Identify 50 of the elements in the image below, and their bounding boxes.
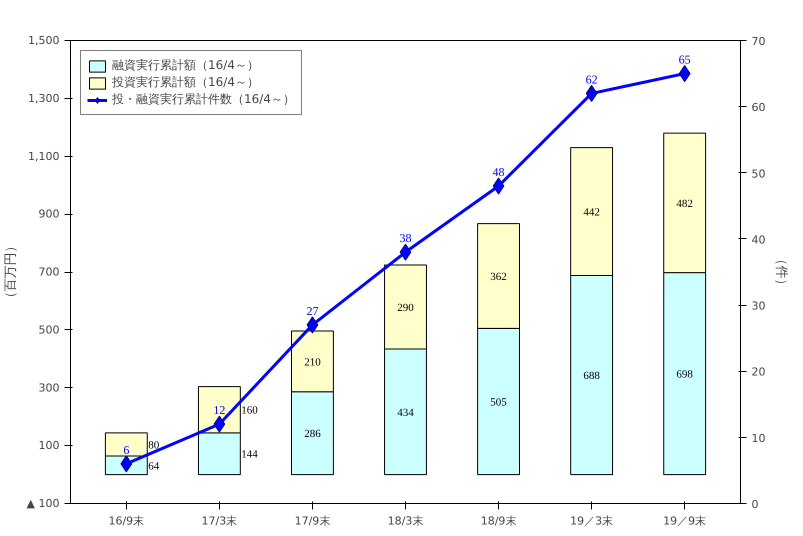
legend-label: 投資実行累計額（16/4～） <box>112 74 259 91</box>
x-tick-label: 17/3末 <box>202 514 238 528</box>
y2-tick-label: 0 <box>752 498 758 511</box>
data-label: 38 <box>400 231 412 246</box>
y2-axis-title: （件） <box>773 252 788 292</box>
x-tick-label: 19／3末 <box>570 514 614 528</box>
y2-tick-label: 40 <box>752 233 766 246</box>
y2-tick-label: 10 <box>752 432 766 445</box>
data-label: 48 <box>492 165 505 180</box>
legend-label: 投・融資実行累計件数（16/4～） <box>112 91 295 108</box>
data-label: 362 <box>490 271 507 284</box>
data-label: 286 <box>304 428 322 440</box>
data-label: 290 <box>397 302 414 314</box>
legend-label: 融資実行累計額（16/4～） <box>112 57 259 74</box>
data-label: 688 <box>583 370 600 382</box>
y-tick-label: 1,300 <box>28 92 60 105</box>
data-label: 62 <box>586 72 598 86</box>
data-label: 698 <box>676 368 694 381</box>
data-label: 65 <box>678 52 691 67</box>
data-label: 160 <box>241 404 258 417</box>
y-tick-label: 100 <box>38 439 60 452</box>
y2-tick-label: 50 <box>752 167 766 180</box>
y-tick-label: ▲ 100 <box>26 497 60 510</box>
data-label: 210 <box>304 356 322 368</box>
data-label: 64 <box>148 460 160 472</box>
data-label: 434 <box>397 406 414 419</box>
data-label: 505 <box>490 396 508 408</box>
y-tick-label: 900 <box>38 208 60 221</box>
x-tick-label: 16/9末 <box>108 514 144 528</box>
y-tick-label: 700 <box>38 266 60 278</box>
y2-tick-label: 20 <box>752 366 766 379</box>
x-tick-label: 18/9末 <box>480 514 516 528</box>
x-tick-label: 18/3末 <box>388 514 424 528</box>
y2-tick-label: 60 <box>752 101 766 114</box>
data-label: 27 <box>306 304 318 318</box>
x-tick-label: 19／9末 <box>663 514 706 528</box>
data-label: 482 <box>676 198 693 210</box>
data-label: 144 <box>241 448 258 461</box>
y-tick-label: 500 <box>38 323 60 336</box>
data-label: 442 <box>583 206 600 219</box>
x-tick-label: 17/9末 <box>294 514 330 528</box>
data-label: 12 <box>213 403 226 418</box>
y-tick-label: 300 <box>38 381 60 394</box>
y2-tick-label: 70 <box>752 35 766 48</box>
y-tick-label: 1,500 <box>28 34 60 47</box>
data-label: 6 <box>123 442 130 457</box>
y-axis-title: （百万円） <box>4 240 19 304</box>
y-tick-label: 1,100 <box>28 150 60 163</box>
y2-tick-label: 30 <box>752 300 766 313</box>
data-label: 80 <box>148 439 160 452</box>
